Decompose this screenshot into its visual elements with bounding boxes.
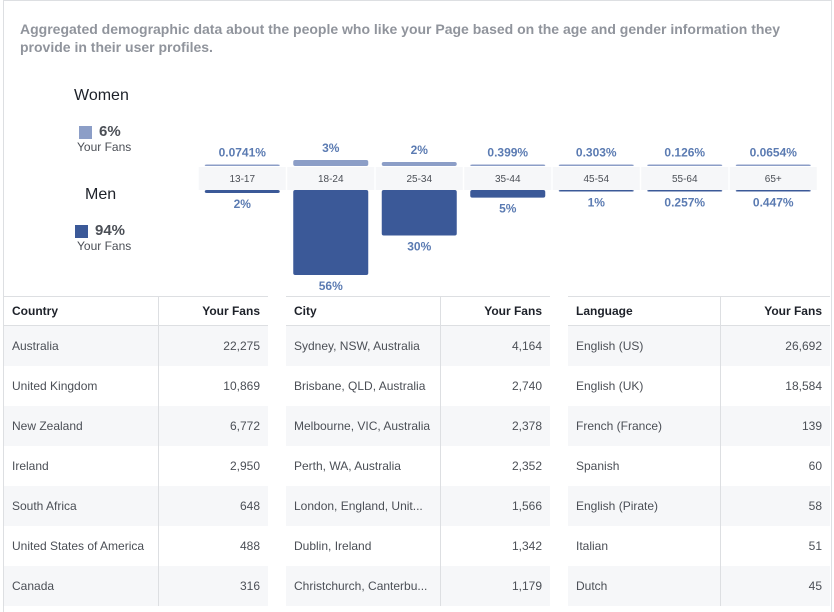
- men-swatch: [75, 225, 88, 238]
- women-swatch: [79, 126, 92, 139]
- city-name-cell: Perth, WA, Australia: [294, 459, 401, 473]
- table-row: English (US) 26,692: [568, 326, 830, 366]
- fans-count-cell: 1,566: [440, 486, 550, 526]
- country-name-cell: Canada: [12, 579, 55, 593]
- table-row: United States of America 488: [4, 526, 268, 566]
- men-fans-label: Your Fans: [77, 239, 132, 253]
- table-row: Spanish 60: [568, 446, 830, 486]
- language-name-cell: Spanish: [576, 459, 620, 473]
- your-fans-column-header[interactable]: Your Fans: [158, 297, 268, 325]
- language-name-cell: English (UK): [576, 379, 644, 393]
- table-row: Australia 22,275: [4, 326, 268, 366]
- country-column-header[interactable]: Country: [12, 304, 58, 318]
- table-row: Dublin, Ireland 1,342: [286, 526, 550, 566]
- language-name-cell: Italian: [576, 539, 609, 553]
- fans-count-cell: 139: [720, 406, 830, 446]
- city-name-cell: Christchurch, Canterbu...: [294, 579, 428, 593]
- table-row: Dutch 45: [568, 566, 830, 606]
- table-row: Canada 316: [4, 566, 268, 606]
- your-fans-column-header[interactable]: Your Fans: [440, 297, 550, 325]
- table-row: French (France) 139: [568, 406, 830, 446]
- language-table-header: Language Your Fans: [568, 297, 830, 326]
- women-percent: 6%: [99, 123, 121, 140]
- city-column-header[interactable]: City: [294, 304, 317, 318]
- table-row: Sydney, NSW, Australia 4,164: [286, 326, 550, 366]
- fans-count-cell: 2,378: [440, 406, 550, 446]
- fans-count-cell: 2,352: [440, 446, 550, 486]
- city-name-cell: London, England, Unit...: [294, 499, 423, 513]
- fans-count-cell: 60: [720, 446, 830, 486]
- fans-count-cell: 316: [158, 566, 268, 606]
- table-row: Perth, WA, Australia 2,352: [286, 446, 550, 486]
- fans-count-cell: 6,772: [158, 406, 268, 446]
- country-table: Country Your Fans Australia 22,275 United Ki…: [4, 296, 268, 612]
- men-title: Men: [85, 186, 117, 203]
- your-fans-column-header[interactable]: Your Fans: [720, 297, 830, 325]
- language-table: Language Your Fans English (US) 26,692 Engli…: [568, 296, 830, 612]
- language-name-cell: French (France): [576, 419, 663, 433]
- fans-count-cell: 1,342: [440, 526, 550, 566]
- fans-count-cell: 488: [158, 526, 268, 566]
- fans-count-cell: 22,275: [158, 326, 268, 366]
- country-name-cell: New Zealand: [12, 419, 83, 433]
- section-description: Aggregated demographic data about the pe…: [20, 21, 780, 55]
- men-percent: 94%: [95, 222, 126, 239]
- fans-count-cell: 10,869: [158, 366, 268, 406]
- table-row: Christchurch, Canterbu... 1,179: [286, 566, 550, 606]
- city-table-header: City Your Fans: [286, 297, 550, 326]
- country-name-cell: United States of America: [12, 539, 145, 553]
- fans-count-cell: 1,179: [440, 566, 550, 606]
- table-row: South Africa 648: [4, 486, 268, 526]
- country-name-cell: South Africa: [12, 499, 77, 513]
- language-column-header[interactable]: Language: [576, 304, 633, 318]
- table-row: English (Pirate) 58: [568, 486, 830, 526]
- fans-count-cell: 51: [720, 526, 830, 566]
- language-name-cell: Dutch: [576, 579, 608, 593]
- fans-count-cell: 18,584: [720, 366, 830, 406]
- city-name-cell: Dublin, Ireland: [294, 539, 372, 553]
- fans-count-cell: 2,740: [440, 366, 550, 406]
- table-row: English (UK) 18,584: [568, 366, 830, 406]
- language-name-cell: English (US): [576, 339, 644, 353]
- table-row: London, England, Unit... 1,566: [286, 486, 550, 526]
- fans-count-cell: 4,164: [440, 326, 550, 366]
- insights-panel: [3, 0, 832, 612]
- country-name-cell: United Kingdom: [12, 379, 98, 393]
- table-row: Melbourne, VIC, Australia 2,378: [286, 406, 550, 446]
- table-row: United Kingdom 10,869: [4, 366, 268, 406]
- country-name-cell: Australia: [12, 339, 59, 353]
- table-row: New Zealand 6,772: [4, 406, 268, 446]
- country-name-cell: Ireland: [12, 459, 49, 473]
- city-name-cell: Brisbane, QLD, Australia: [294, 379, 426, 393]
- table-row: Brisbane, QLD, Australia 2,740: [286, 366, 550, 406]
- fans-count-cell: 58: [720, 486, 830, 526]
- language-name-cell: English (Pirate): [576, 499, 659, 513]
- city-name-cell: Melbourne, VIC, Australia: [294, 419, 431, 433]
- fans-count-cell: 45: [720, 566, 830, 606]
- country-table-header: Country Your Fans: [4, 297, 268, 326]
- city-table: City Your Fans Sydney, NSW, Australia 4,164…: [286, 296, 550, 612]
- fans-count-cell: 26,692: [720, 326, 830, 366]
- city-name-cell: Sydney, NSW, Australia: [294, 339, 420, 353]
- women-title: Women: [74, 87, 129, 104]
- table-row: Italian 51: [568, 526, 830, 566]
- fans-count-cell: 648: [158, 486, 268, 526]
- women-fans-label: Your Fans: [77, 140, 132, 154]
- table-row: Ireland 2,950: [4, 446, 268, 486]
- fans-count-cell: 2,950: [158, 446, 268, 486]
